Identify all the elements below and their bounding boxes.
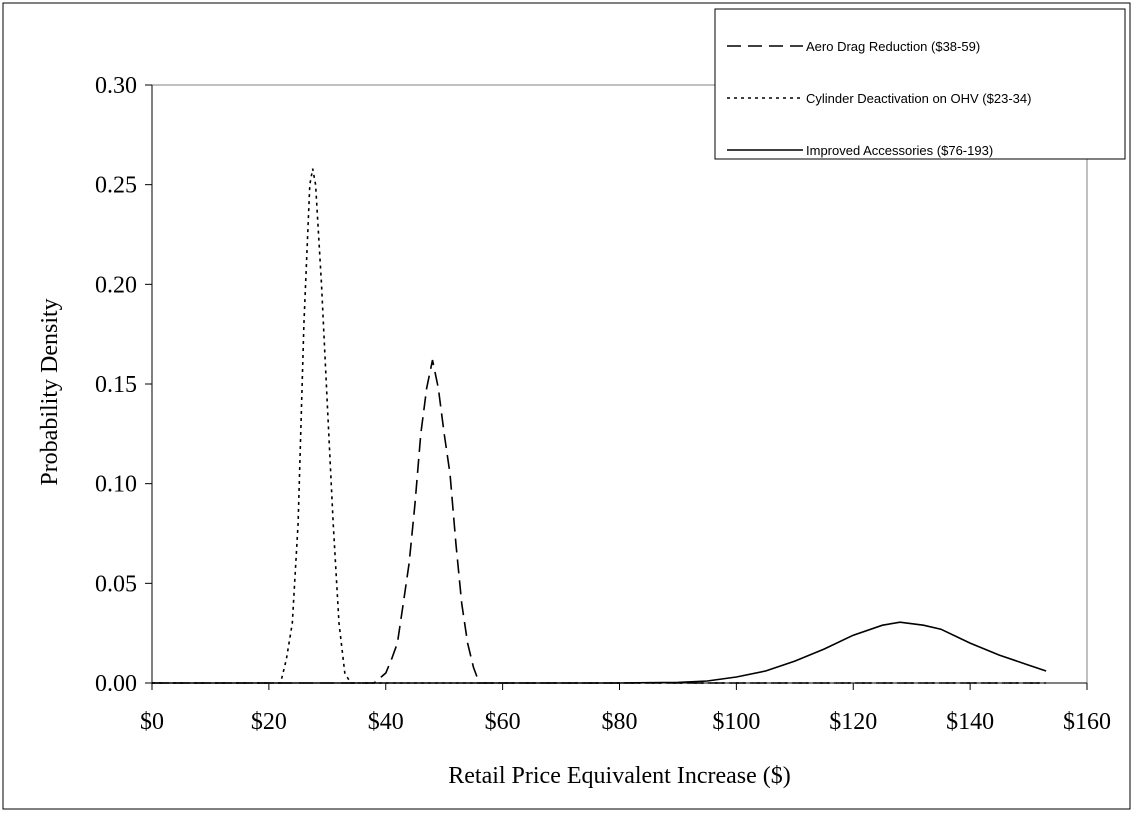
legend-label: Aero Drag Reduction ($38-59) xyxy=(806,39,980,54)
y-tick-label: 0.15 xyxy=(95,372,137,398)
y-tick-label: 0.20 xyxy=(95,272,137,298)
x-tick-label: $60 xyxy=(485,709,521,735)
x-axis-title: Retail Price Equivalent Increase ($) xyxy=(448,763,791,789)
series-line-3 xyxy=(152,621,1047,684)
series-layer xyxy=(152,168,1047,684)
legend-label: Improved Accessories ($76-193) xyxy=(806,143,993,158)
legend-label: Cylinder Deactivation on OHV ($23-34) xyxy=(806,91,1031,106)
legend: Aero Drag Reduction ($38-59) Cylinder Dea… xyxy=(714,8,1126,160)
legend-box xyxy=(714,8,1126,160)
y-tick-label: 0.05 xyxy=(95,571,137,597)
y-tick-label: 0.10 xyxy=(95,472,137,498)
x-tick-label: $140 xyxy=(946,709,994,735)
y-axis: 0.00 0.05 0.10 0.15 0.20 0.25 0.30 xyxy=(95,73,153,697)
y-axis-title: Probability Density xyxy=(37,298,63,485)
y-tick-label: 0.25 xyxy=(95,173,137,199)
series-line-2 xyxy=(152,168,1047,684)
x-tick-label: $100 xyxy=(712,709,760,735)
x-tick-label: $160 xyxy=(1063,709,1111,735)
x-tick-label: $40 xyxy=(368,709,404,735)
y-tick-label: 0.00 xyxy=(95,671,137,697)
x-tick-label: $0 xyxy=(140,709,164,735)
x-tick-label: $120 xyxy=(829,709,877,735)
x-tick-label: $20 xyxy=(251,709,287,735)
x-tick-label: $80 xyxy=(602,709,638,735)
plot-area xyxy=(151,84,1088,684)
series-line-1 xyxy=(152,359,1047,684)
y-tick-label: 0.30 xyxy=(95,73,137,99)
